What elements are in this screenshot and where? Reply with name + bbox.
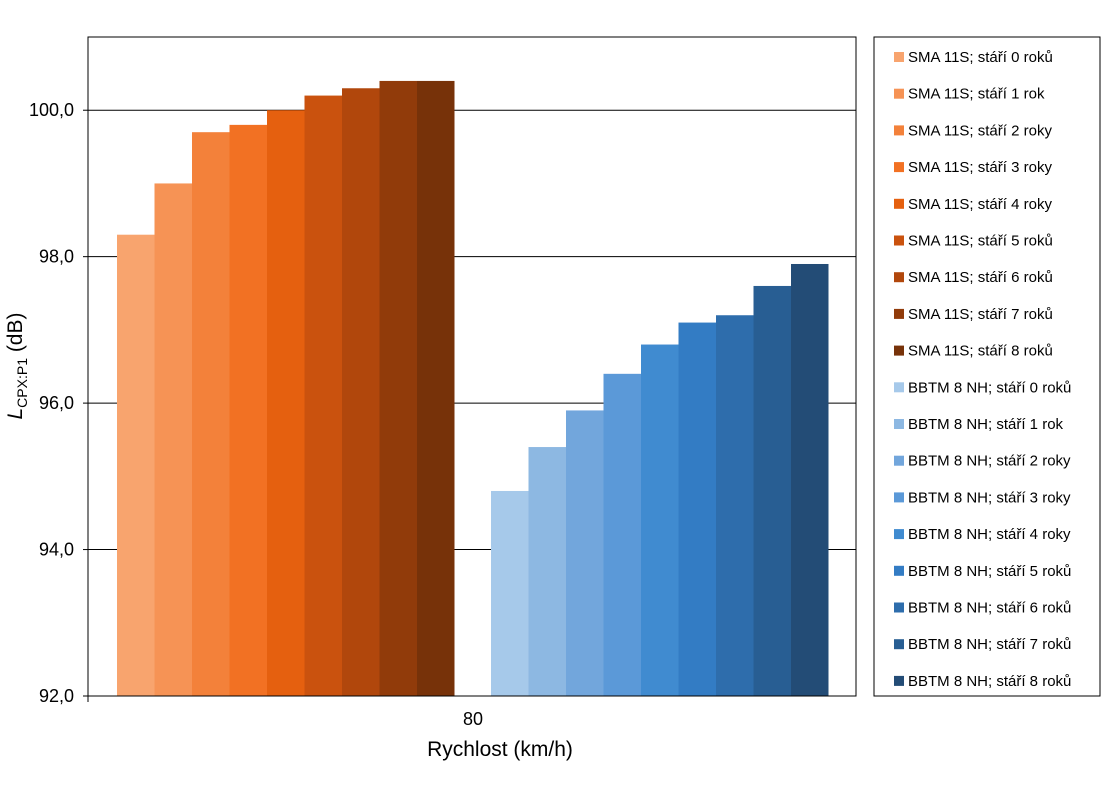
bar-series-15 bbox=[678, 322, 716, 696]
legend-swatch bbox=[894, 639, 904, 650]
bar-series-5 bbox=[267, 110, 305, 696]
x-axis-tick-labels: 80 bbox=[87, 696, 483, 729]
legend-swatch bbox=[894, 675, 904, 686]
bar-series-10 bbox=[491, 490, 529, 696]
legend-swatch bbox=[894, 565, 904, 576]
legend-label: SMA 11S; stáří 6 roků bbox=[908, 269, 1053, 286]
bar-series-9 bbox=[417, 80, 455, 696]
bar-series-11 bbox=[528, 447, 566, 696]
legend-swatch bbox=[894, 125, 904, 136]
legend-swatch bbox=[894, 529, 904, 540]
y-axis-title-subscript: CPX:P1 bbox=[14, 358, 30, 408]
legend-swatch bbox=[894, 455, 904, 466]
legend-swatch bbox=[894, 492, 904, 503]
bar-series-2 bbox=[154, 183, 192, 696]
legend-label: BBTM 8 NH; stáří 2 roky bbox=[908, 453, 1071, 470]
y-tick-label: 98,0 bbox=[39, 247, 74, 267]
legend-label: BBTM 8 NH; stáří 3 roky bbox=[908, 489, 1071, 506]
legend-swatch bbox=[894, 419, 904, 429]
legend-swatch bbox=[894, 235, 904, 246]
legend-label: SMA 11S; stáří 3 roky bbox=[908, 159, 1052, 176]
legend-label: BBTM 8 NH; stáří 8 roků bbox=[908, 673, 1071, 690]
legend-label: BBTM 8 NH; stáří 4 roky bbox=[908, 526, 1071, 543]
x-tick-label: 80 bbox=[463, 709, 483, 729]
legend-label: SMA 11S; stáří 0 roků bbox=[908, 49, 1053, 66]
bar-series-13 bbox=[603, 373, 641, 696]
y-tick-label: 96,0 bbox=[39, 393, 74, 413]
y-tick-label: 100,0 bbox=[29, 100, 74, 120]
x-axis-title: Rychlost (km/h) bbox=[427, 738, 573, 761]
legend-swatch bbox=[894, 602, 904, 613]
legend-label: SMA 11S; stáří 1 rok bbox=[908, 86, 1045, 103]
legend-swatch bbox=[894, 52, 904, 62]
legend-label: SMA 11S; stáří 7 roků bbox=[908, 306, 1053, 323]
legend-label: BBTM 8 NH; stáří 5 roků bbox=[908, 563, 1071, 580]
legend-label: SMA 11S; stáří 2 roky bbox=[908, 122, 1052, 139]
legend-label: BBTM 8 NH; stáří 6 roků bbox=[908, 600, 1071, 617]
bar-series-8 bbox=[379, 80, 417, 696]
y-axis-title: LCPX:P1 (dB) bbox=[4, 312, 30, 419]
y-tick-label: 92,0 bbox=[39, 686, 74, 706]
legend-label: SMA 11S; stáří 5 roků bbox=[908, 233, 1053, 250]
legend-swatch bbox=[894, 382, 904, 393]
y-axis-title-main: L bbox=[4, 408, 27, 420]
legend-swatch bbox=[894, 272, 904, 283]
legend-swatch bbox=[894, 345, 904, 356]
bar-series-18 bbox=[791, 263, 829, 696]
plot-area-frame bbox=[87, 36, 857, 697]
legend-label: SMA 11S; stáří 8 roků bbox=[908, 343, 1053, 360]
legend-swatch bbox=[894, 162, 904, 173]
bar-series-6 bbox=[304, 95, 342, 697]
legend-label: SMA 11S; stáří 4 roky bbox=[908, 196, 1052, 213]
bar-series-12 bbox=[566, 410, 604, 696]
bar-series-16 bbox=[716, 315, 754, 696]
bar-series-3 bbox=[192, 132, 230, 696]
legend-label: BBTM 8 NH; stáří 0 roků bbox=[908, 379, 1071, 396]
legend-label: BBTM 8 NH; stáří 1 rok bbox=[908, 416, 1064, 433]
y-tick-label: 94,0 bbox=[39, 540, 74, 560]
bar-series-1 bbox=[117, 234, 155, 696]
legend-swatch bbox=[894, 88, 904, 99]
bar-series-17 bbox=[753, 285, 791, 696]
legend-swatch bbox=[894, 308, 904, 319]
bar-series-4 bbox=[229, 124, 267, 696]
bar-series-7 bbox=[342, 88, 380, 696]
y-axis-title-unit: (dB) bbox=[4, 312, 27, 358]
bar-series-14 bbox=[641, 344, 679, 696]
legend-swatch bbox=[894, 198, 904, 209]
bars bbox=[117, 80, 829, 697]
legend: SMA 11S; stáří 0 roků SMA 11S; stáří 1 ro… bbox=[873, 36, 1101, 697]
legend-label: BBTM 8 NH; stáří 7 roků bbox=[908, 636, 1071, 653]
legend-frame bbox=[873, 36, 1101, 697]
y-axis-tick-labels: 92,0 94,0 96,0 98,0 100,0 bbox=[29, 100, 88, 706]
